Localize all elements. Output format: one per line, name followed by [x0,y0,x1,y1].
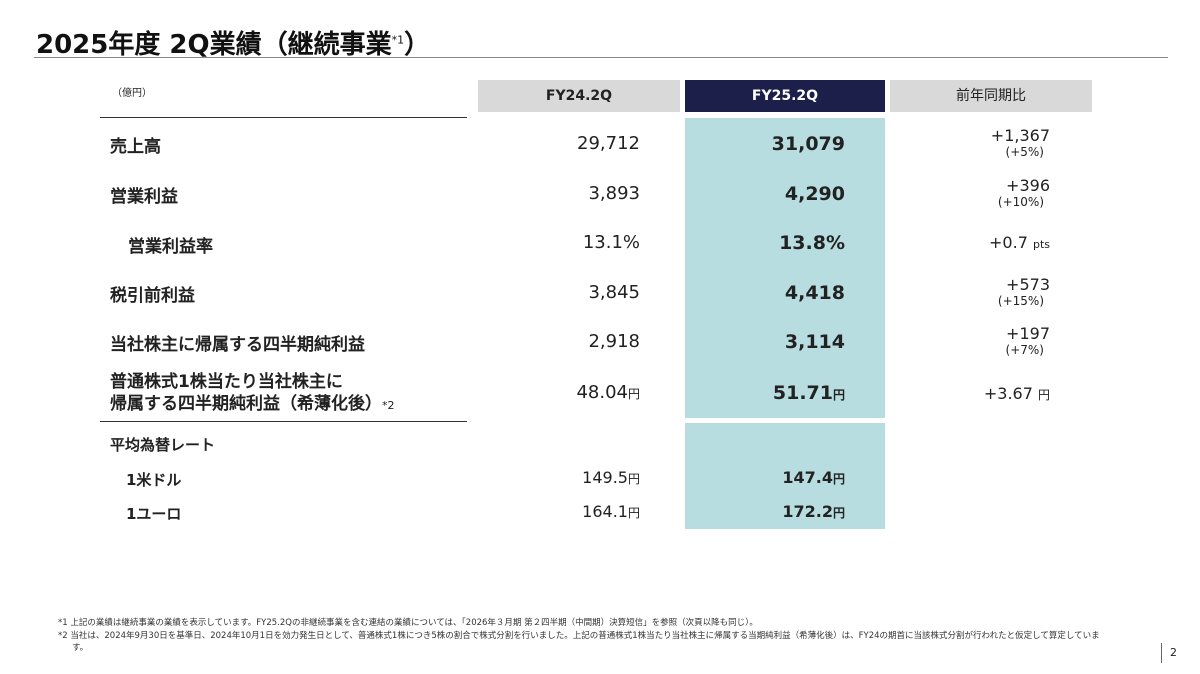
fy25-highlight [685,118,885,418]
row-label: 普通株式1株当たり当社株主に 帰属する四半期純利益（希薄化後）*2 [110,372,395,414]
fy24-value: 164.1円 [582,502,640,521]
fy25-value: 4,290 [784,183,845,205]
page-title: 2025年度 2Q業績（継続事業*1） [36,30,431,60]
unit-label: （億円） [112,88,152,99]
yoy-value: +1,367 (+5%) [990,126,1050,159]
fy25-highlight-fx [685,423,885,529]
fy24-value: 3,893 [588,183,640,204]
yoy-value: +396 (+10%) [997,176,1050,209]
yoy-value: +197 (+7%) [1005,324,1050,357]
divider [100,421,467,422]
fy24-value: 13.1% [582,232,640,253]
fy25-value: 3,114 [784,331,845,353]
footnote: *1 上記の業績は継続事業の業績を表示しています。FY25.2Qの非継続事業を含… [58,618,758,628]
row-label: 当社株主に帰属する四半期純利益 [110,335,365,355]
row-label: 営業利益率 [128,237,213,257]
header-yoy: 前年同期比 [890,80,1092,112]
fy24-value: 48.04円 [576,382,640,403]
page-number: 2 [1170,646,1177,659]
row-label: 1ユーロ [126,505,182,523]
header-fy24: FY24.2Q [478,80,680,112]
fy24-value: 2,918 [588,331,640,352]
fy24-value: 3,845 [588,282,640,303]
row-label: 売上高 [110,137,161,157]
fy25-value: 51.71円 [772,382,845,404]
divider [100,117,467,118]
page-divider [1161,643,1162,663]
yoy-value: +3.67 円 [983,384,1050,403]
row-label: 営業利益 [110,187,178,207]
fy25-value: 147.4円 [782,468,845,487]
title-divider [34,57,1168,58]
fy25-value: 172.2円 [782,502,845,521]
row-label: 1米ドル [126,471,182,489]
fx-section-label: 平均為替レート [110,436,216,454]
fy25-value: 4,418 [784,282,845,304]
fy24-value: 29,712 [577,133,640,154]
fy24-value: 149.5円 [582,468,640,487]
fy25-value: 13.8% [779,232,845,254]
footnote: *2 当社は、2024年9月30日を基準日、2024年10月1日を効力発生日とし… [58,631,1100,653]
yoy-value: +573 (+15%) [997,275,1050,308]
yoy-value: +0.7 pts [989,233,1050,252]
fy25-value: 31,079 [771,133,845,155]
row-label: 税引前利益 [110,286,195,306]
header-fy25: FY25.2Q [685,80,885,112]
